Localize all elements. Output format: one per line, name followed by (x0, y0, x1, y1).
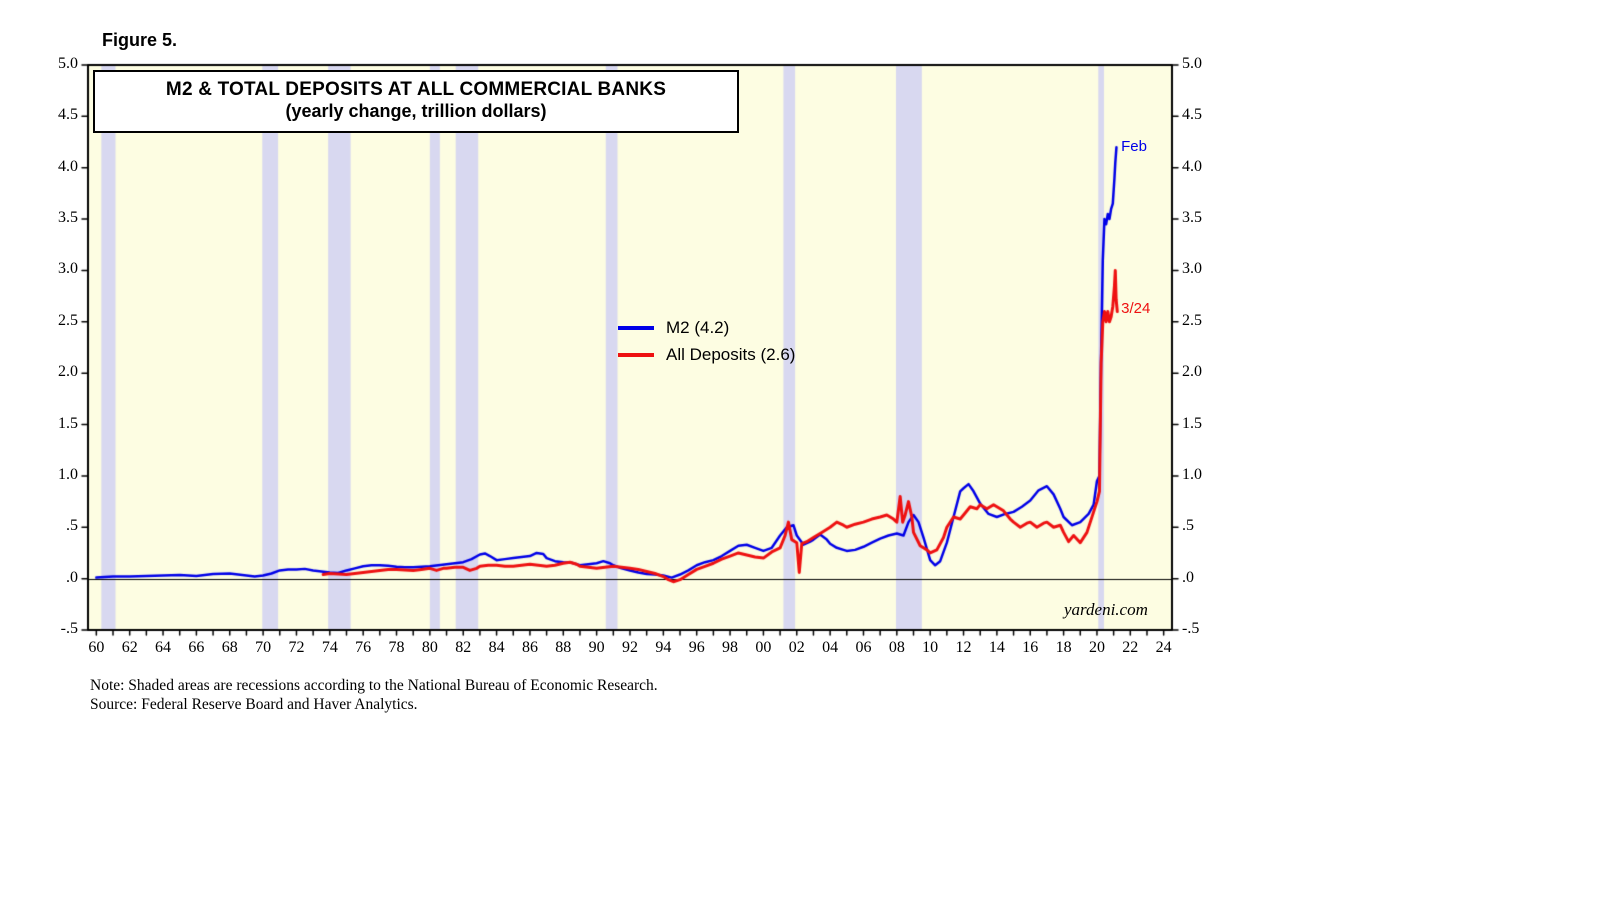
legend-label: All Deposits (2.6) (666, 344, 796, 364)
y-axis-label-left: 1.0 (58, 465, 78, 483)
x-axis-label: 14 (988, 639, 1005, 656)
x-axis-label: 98 (722, 639, 739, 656)
y-axis-label-right: 4.0 (1182, 157, 1202, 175)
x-axis-label: 18 (1055, 639, 1072, 656)
y-axis-label-left: 4.0 (58, 157, 78, 175)
note: Note: Shaded areas are recessions accord… (90, 676, 658, 714)
legend-swatch (618, 352, 654, 357)
y-axis-label-right: 3.5 (1182, 209, 1202, 227)
x-axis-label: 10 (922, 639, 939, 656)
x-axis-label: 86 (521, 639, 538, 656)
y-axis-label-right: 3.0 (1182, 260, 1202, 278)
x-axis-label: 90 (588, 639, 605, 656)
x-axis-label: 20 (1088, 639, 1105, 656)
annotation-324: 3/24 (1121, 300, 1151, 318)
chart-subtitle: (yearly change, trillion dollars) (285, 101, 547, 121)
x-axis-label: 80 (421, 639, 438, 656)
y-axis-label-right: 1.5 (1182, 414, 1202, 432)
legend-item: All Deposits (2.6) (618, 341, 795, 368)
y-axis-label-right: .5 (1182, 517, 1194, 535)
y-axis-label-right: 2.0 (1182, 363, 1202, 381)
x-axis-label: 16 (1022, 639, 1039, 656)
y-axis-label-left: 3.0 (58, 260, 78, 278)
y-axis-label-right: .0 (1182, 568, 1194, 586)
y-axis-label-right: 4.5 (1182, 106, 1202, 124)
y-axis-label-left: 4.5 (58, 106, 78, 124)
x-axis-label: 70 (255, 639, 272, 656)
y-axis-label-right: 2.5 (1182, 311, 1202, 329)
y-axis-label-right: -.5 (1182, 620, 1200, 637)
legend-label: M2 (4.2) (666, 317, 730, 337)
x-axis-label: 60 (88, 639, 105, 656)
note-line-1: Note: Shaded areas are recessions accord… (90, 677, 658, 694)
x-axis-label: 68 (221, 639, 238, 656)
y-axis-label-left: 1.5 (58, 414, 78, 432)
x-axis-label: 12 (955, 639, 972, 656)
x-axis-label: 66 (188, 639, 205, 656)
x-axis-label: 84 (488, 639, 505, 656)
x-axis-label: 82 (455, 639, 472, 656)
x-axis-label: 22 (1122, 639, 1139, 656)
watermark: yardeni.com (1064, 600, 1148, 619)
y-axis-label-left: 2.0 (58, 363, 78, 381)
x-axis-label: 76 (355, 639, 372, 656)
y-axis-label-right: 5.0 (1182, 55, 1202, 72)
x-axis-label: 96 (688, 639, 705, 656)
y-axis-label-left: .5 (66, 517, 78, 535)
x-axis-label: 92 (622, 639, 638, 656)
chart-title-box: M2 & TOTAL DEPOSITS AT ALL COMMERCIAL BA… (93, 70, 739, 133)
x-axis-label: 24 (1155, 639, 1172, 656)
x-axis-label: 00 (755, 639, 772, 656)
legend-swatch (618, 325, 654, 330)
x-axis-label: 02 (788, 639, 805, 656)
note-line-2: Source: Federal Reserve Board and Haver … (90, 696, 418, 713)
x-axis-label: 62 (121, 639, 138, 656)
x-axis-label: 88 (555, 639, 572, 656)
y-axis-label-right: 1.0 (1182, 465, 1202, 483)
x-axis-label: 94 (655, 639, 672, 656)
y-axis-label-left: 2.5 (58, 311, 78, 329)
y-axis-label-left: 5.0 (58, 55, 78, 72)
x-axis-label: 74 (321, 639, 338, 656)
chart-title: M2 & TOTAL DEPOSITS AT ALL COMMERCIAL BA… (165, 79, 667, 100)
x-axis-label: 06 (855, 639, 872, 656)
legend-item: M2 (4.2) (618, 314, 795, 341)
x-axis-label: 72 (288, 639, 305, 656)
y-axis-label-left: 3.5 (58, 209, 78, 227)
y-axis-label-left: .0 (66, 568, 78, 586)
x-axis-label: 08 (888, 639, 905, 656)
x-axis-label: 78 (388, 639, 405, 656)
legend: M2 (4.2) All Deposits (2.6) (618, 314, 795, 368)
x-axis-label: 64 (155, 639, 172, 656)
y-axis-label-left: -.5 (60, 620, 78, 637)
x-axis-label: 04 (822, 639, 839, 656)
annotation-Feb: Feb (1121, 138, 1147, 156)
